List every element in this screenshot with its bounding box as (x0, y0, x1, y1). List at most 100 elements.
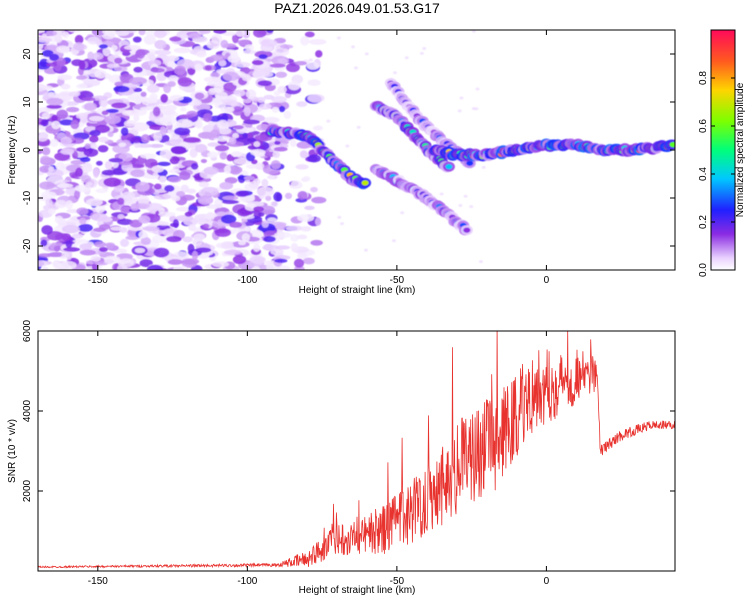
spectrogram-cell (91, 52, 104, 60)
spectrogram-cell (45, 30, 58, 37)
spectrogram-cell (669, 142, 675, 148)
spectrogram-cell (87, 36, 100, 45)
spectrogram-cell (101, 169, 116, 176)
spectrogram-cell (227, 54, 241, 63)
spectrogram-cell (77, 223, 93, 232)
spectrogram-cell (222, 195, 239, 201)
spectrogram-cell (134, 247, 146, 254)
spectrogram-cell (257, 96, 266, 104)
spectrogram-cell (88, 115, 105, 122)
spectrogram-cell (392, 71, 397, 75)
spectrogram-cell (471, 107, 476, 111)
spectrogram-cell (253, 206, 265, 212)
spectrogram-cell (229, 221, 243, 228)
spectrogram-cell (261, 178, 269, 188)
spectrogram-cell (133, 113, 140, 122)
spectrogram-cell (146, 264, 164, 270)
spectrogram-cell (158, 221, 170, 226)
spectrogram-cell (102, 30, 109, 34)
spectrogram-cell (79, 243, 93, 250)
spectrogram-cell (167, 176, 182, 183)
spectrogram-cell (114, 57, 123, 64)
spectrogram-cell (80, 157, 91, 163)
spectrogram-cell (55, 161, 66, 171)
spectrogram-cell (288, 80, 301, 91)
spectrogram-cell (54, 199, 68, 209)
spectrogram-cell (90, 144, 99, 149)
spectrogram-cell (75, 83, 88, 89)
spectrogram-cell (253, 66, 271, 76)
spectrogram-cell (73, 42, 85, 51)
spectrogram-cell (307, 154, 321, 163)
spectrogram-cell (108, 158, 124, 163)
spectrogram-cell (93, 168, 100, 179)
spectrogram-cell (253, 178, 261, 185)
spectrogram-cell (241, 74, 252, 82)
spectrogram-cell (253, 30, 267, 38)
spectrogram-cell (294, 60, 307, 66)
spectrogram-cell (263, 94, 275, 100)
spectrogram-cell (194, 143, 208, 153)
spectrogram-cell (202, 223, 210, 229)
spectrogram-cell (176, 206, 192, 212)
spectrogram-cell (67, 30, 82, 33)
spectrogram-cell (166, 235, 182, 243)
spectrogram-cell (47, 208, 56, 215)
spectrogram-cell (38, 30, 45, 34)
spectrogram-ytick-label: 0 (22, 147, 33, 153)
spectrogram-cell (90, 255, 101, 262)
spectrogram-cell (169, 94, 184, 101)
spectrogram-cell (81, 175, 92, 183)
spectrogram-cell (138, 230, 148, 239)
spectrogram-cell (51, 120, 61, 130)
spectrogram-cell (75, 167, 83, 177)
spectrogram-cell (237, 39, 250, 46)
spectrogram-cell (250, 148, 266, 156)
spectrogram-cell (104, 161, 113, 170)
spectrogram-cell (164, 104, 177, 111)
spectrogram-cell (271, 201, 278, 207)
spectrogram-cell (83, 79, 101, 87)
spectrogram-cell (121, 191, 136, 200)
spectrogram-cell (125, 235, 140, 241)
spectrogram-cell (91, 262, 99, 270)
spectrogram-cell (46, 169, 64, 178)
spectrogram-cell (105, 108, 119, 113)
colorbar-label: Normalized spectral amplitude (735, 82, 746, 217)
spectrogram-cell (216, 119, 229, 130)
spectrogram-cell (140, 134, 151, 144)
spectrogram-cell (164, 141, 181, 146)
spectrogram-cell (150, 162, 158, 167)
spectrogram-cell (116, 264, 128, 270)
spectrogram-cell (278, 105, 286, 113)
spectrogram-cell (195, 120, 203, 129)
spectrogram-cell (132, 36, 142, 43)
spectrogram-cell (82, 97, 96, 102)
spectrogram-cell (153, 194, 172, 200)
spectrogram-cell (200, 186, 219, 197)
colorbar-tick-label: 0.6 (698, 119, 709, 133)
spectrogram-cell (222, 31, 237, 37)
snr-axes: -150 -100 -50 0 2000 4000 6000 (22, 319, 675, 587)
figure-title: PAZ1.2026.049.01.53.G17 (274, 0, 440, 16)
colorbar: 0.0 0.2 0.4 0.6 0.8 Normalized spectral ampl… (698, 29, 746, 277)
spectrogram-cell (242, 98, 252, 104)
spectrogram-cell (192, 238, 203, 246)
spectrogram-cell (157, 161, 171, 167)
spectrogram-cell (174, 127, 191, 136)
spectrogram-cell (457, 109, 462, 113)
spectrogram-cell (268, 174, 275, 180)
spectrogram-cell (176, 118, 193, 128)
spectrogram-cell (53, 245, 61, 252)
spectrogram-cell (49, 53, 60, 62)
spectrogram-cell (273, 146, 288, 152)
spectrogram-cell (61, 225, 80, 234)
spectrogram-cell (120, 30, 138, 34)
spectrogram-cell (111, 44, 118, 51)
spectrogram-cell (184, 211, 193, 217)
spectrogram-cell (463, 227, 471, 233)
spectrogram-cell (169, 155, 180, 165)
spectrogram-cell (350, 45, 355, 49)
spectrogram-cell (194, 63, 203, 72)
spectrogram-cell (74, 184, 91, 193)
